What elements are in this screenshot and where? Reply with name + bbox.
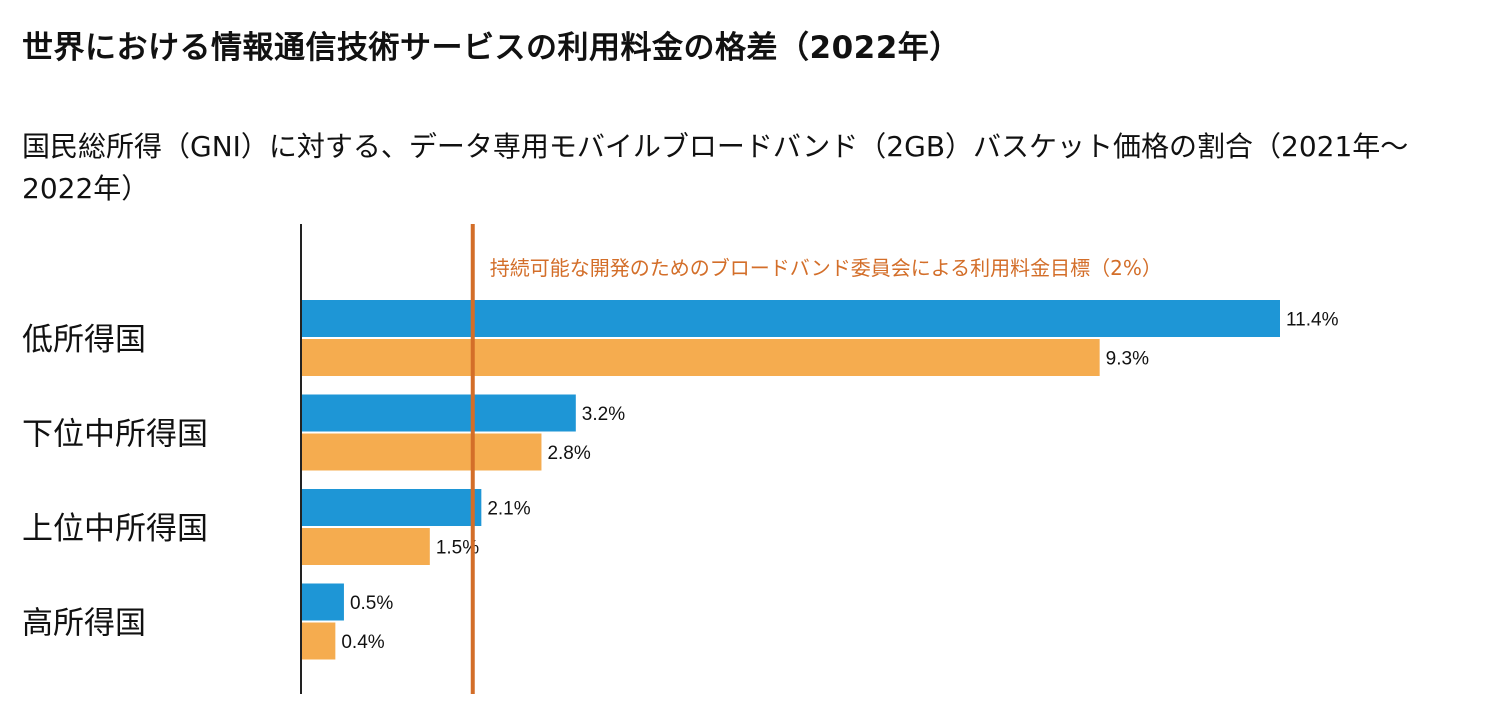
category-label: 上位中所得国 xyxy=(22,511,208,547)
value-label: 2.1% xyxy=(487,499,530,520)
category-label: 低所得国 xyxy=(22,322,146,358)
bar-1 xyxy=(301,489,482,526)
value-label: 9.3% xyxy=(1106,349,1149,370)
category-label: 下位中所得国 xyxy=(22,417,208,453)
value-label: 0.5% xyxy=(350,593,393,614)
value-label: 0.4% xyxy=(341,632,384,653)
category-label: 高所得国 xyxy=(22,606,146,642)
value-label: 2.8% xyxy=(547,443,590,464)
bar-1 xyxy=(301,583,344,621)
bar-1 xyxy=(301,394,576,432)
bar-2 xyxy=(301,622,336,660)
bar-2 xyxy=(301,528,430,565)
value-label: 1.5% xyxy=(436,538,479,559)
value-label: 3.2% xyxy=(582,404,625,425)
chart-subtitle: 国民総所得（GNI）に対する、データ専用モバイルブロードバンド（2GB）バスケッ… xyxy=(22,130,1409,205)
bar-1 xyxy=(301,300,1280,337)
bar-2 xyxy=(301,433,542,471)
target-line-label: 持続可能な開発のためのブロードバンド委員会による利用料金目標（2%） xyxy=(490,256,1162,280)
bar-2 xyxy=(301,339,1100,376)
value-label: 11.4% xyxy=(1286,310,1339,331)
chart-title: 世界における情報通信技術サービスの利用料金の格差（2022年） xyxy=(22,30,961,66)
